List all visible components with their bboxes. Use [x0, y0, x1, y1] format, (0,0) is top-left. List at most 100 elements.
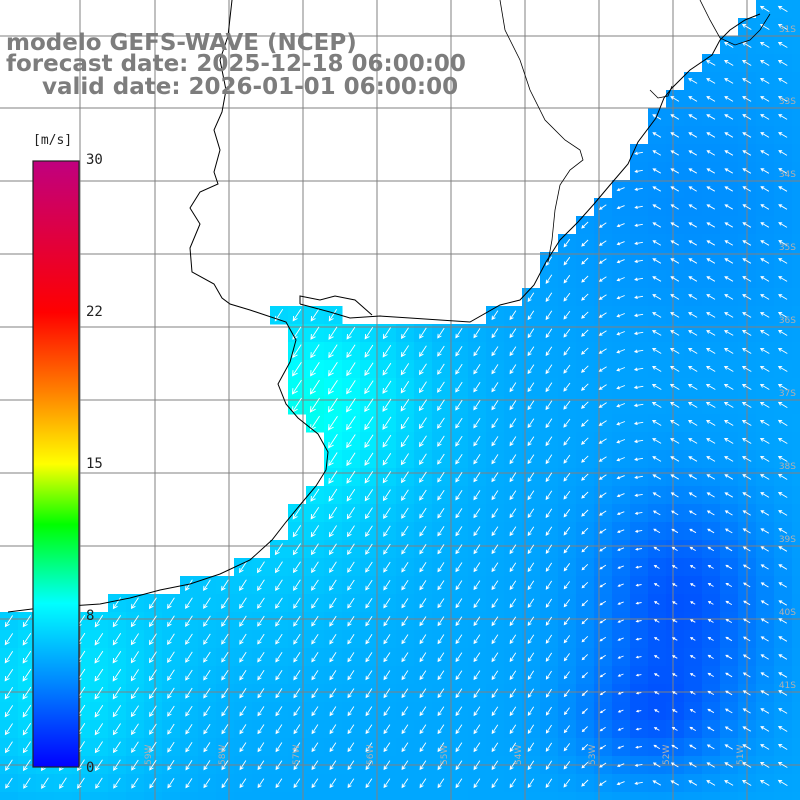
latitude-label: 40S — [779, 608, 796, 618]
wind-arrow — [778, 600, 788, 606]
wind-cell — [576, 792, 595, 800]
wind-arrow — [599, 709, 606, 714]
coastline-path — [299, 13, 761, 323]
wind-arrow — [760, 546, 769, 552]
wind-arrow — [634, 781, 643, 785]
wind-arrow — [185, 597, 193, 609]
wind-arrow — [634, 493, 643, 497]
wind-arrow — [437, 724, 445, 735]
wind-arrow — [455, 706, 463, 717]
wind-arrow — [437, 363, 445, 375]
wind-arrow — [724, 258, 734, 264]
wind-arrow — [311, 597, 319, 609]
wind-arrow — [723, 366, 734, 372]
wind-arrow — [383, 561, 391, 573]
wind-arrow — [742, 132, 752, 138]
wind-arrow — [742, 222, 752, 228]
wind-arrow — [401, 507, 409, 519]
wind-arrow — [689, 673, 696, 677]
wind-arrow — [112, 705, 122, 718]
wind-arrow — [401, 706, 409, 717]
wind-arrow — [617, 601, 624, 605]
wind-arrow — [473, 346, 481, 357]
wind-arrow — [418, 399, 427, 412]
wind-arrow — [167, 633, 175, 645]
wind-arrow — [760, 168, 770, 174]
wind-arrow — [599, 726, 606, 732]
wind-arrow — [742, 186, 752, 192]
wind-arrow — [652, 168, 662, 174]
wind-arrow — [203, 687, 211, 699]
wind-arrow — [346, 525, 355, 538]
wind-arrow — [309, 415, 320, 431]
wind-arrow — [419, 544, 427, 555]
wind-cell — [90, 792, 109, 800]
wind-arrow — [383, 543, 391, 555]
wind-arrow — [365, 706, 373, 717]
wind-arrow — [239, 669, 247, 681]
wind-arrow — [22, 686, 32, 700]
wind-arrow — [616, 493, 625, 498]
wind-arrow — [653, 583, 660, 587]
wind-arrow — [599, 564, 607, 570]
wind-arrow — [634, 511, 643, 515]
wind-arrow — [671, 655, 678, 659]
wind-arrow — [527, 652, 535, 662]
wind-arrow — [509, 634, 517, 645]
wind-cell — [792, 684, 800, 703]
wind-arrow — [130, 705, 139, 718]
wind-arrow — [419, 670, 427, 681]
wind-arrow — [346, 452, 356, 467]
wind-arrow — [455, 778, 463, 789]
wind-arrow — [401, 742, 409, 753]
wind-arrow — [473, 652, 481, 663]
wind-arrow — [652, 150, 662, 156]
wind-arrow — [705, 348, 716, 354]
wind-arrow — [401, 652, 409, 663]
wind-arrow — [309, 379, 320, 395]
wind-cell — [270, 792, 289, 800]
wind-arrow — [723, 330, 734, 336]
wind-arrow — [724, 276, 734, 282]
wind-arrow — [437, 381, 445, 393]
wind-arrow — [292, 309, 302, 322]
wind-arrow — [400, 435, 410, 448]
wind-arrow — [257, 742, 265, 753]
wind-cell — [684, 792, 703, 800]
wind-arrow — [419, 616, 427, 627]
wind-arrow — [689, 744, 697, 750]
wind-arrow — [563, 310, 571, 320]
wind-arrow — [185, 760, 193, 771]
wind-arrow — [113, 759, 121, 772]
forecast-date: forecast date: 2025-12-18 06:00:00 — [6, 51, 466, 77]
wind-arrow — [148, 687, 157, 700]
wind-cell — [792, 342, 800, 361]
wind-arrow — [688, 420, 698, 426]
wind-arrow — [760, 672, 769, 678]
wind-arrow — [563, 508, 571, 518]
wind-arrow — [653, 601, 660, 605]
wind-arrow — [130, 597, 139, 610]
wind-arrow — [599, 672, 606, 678]
wind-arrow — [724, 168, 734, 174]
wind-arrow — [364, 398, 374, 413]
wind-arrow — [419, 345, 427, 357]
wind-arrow — [257, 597, 265, 609]
wind-arrow — [509, 472, 517, 483]
wind-arrow — [455, 363, 463, 375]
wind-arrow — [581, 419, 589, 427]
wind-arrow — [760, 636, 769, 642]
wind-arrow — [563, 454, 571, 464]
wind-cell — [792, 450, 800, 469]
wind-arrow — [437, 471, 445, 483]
wind-arrow — [777, 438, 788, 444]
wind-arrow — [599, 691, 606, 696]
wind-arrow — [310, 344, 320, 359]
wind-arrow — [778, 294, 788, 300]
wind-arrow — [670, 438, 680, 444]
wind-arrow — [545, 274, 553, 284]
wind-arrow — [473, 526, 481, 537]
wind-arrow — [527, 418, 535, 429]
wind-arrow — [203, 705, 211, 717]
wind-arrow — [581, 473, 589, 481]
